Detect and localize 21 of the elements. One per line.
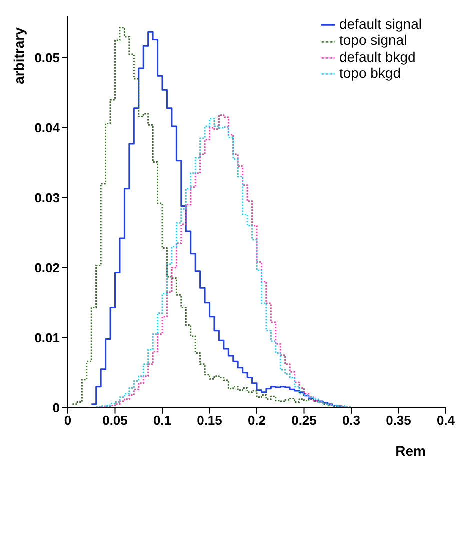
x-axis-title: Rem <box>396 442 426 459</box>
y-axis-title: arbitrary <box>10 27 27 84</box>
y-tick-label: 0 <box>52 400 60 416</box>
y-tick-label: 0.04 <box>34 120 61 136</box>
x-tick-label: 0.1 <box>153 413 172 428</box>
x-tick-label: 0.35 <box>386 413 412 428</box>
y-tick-label: 0.02 <box>34 260 60 276</box>
x-tick-label: 0.05 <box>102 413 128 428</box>
y-tick-label: 0.05 <box>34 50 60 66</box>
y-tick-label: 0.01 <box>34 330 60 346</box>
legend-label: topo bkgd <box>339 64 401 81</box>
x-tick-label: 0.2 <box>248 413 266 428</box>
x-tick-label: 0.4 <box>436 413 456 428</box>
legend-label: default signal <box>339 16 422 32</box>
legend-label: default bkgd <box>339 48 416 65</box>
x-tick-label: 0 <box>64 413 72 428</box>
x-tick-label: 0.3 <box>342 413 361 428</box>
y-tick-label: 0.03 <box>34 190 60 206</box>
legend-label: topo signal <box>339 32 408 48</box>
x-tick-label: 0.15 <box>197 413 222 428</box>
x-tick-label: 0.25 <box>292 413 317 428</box>
